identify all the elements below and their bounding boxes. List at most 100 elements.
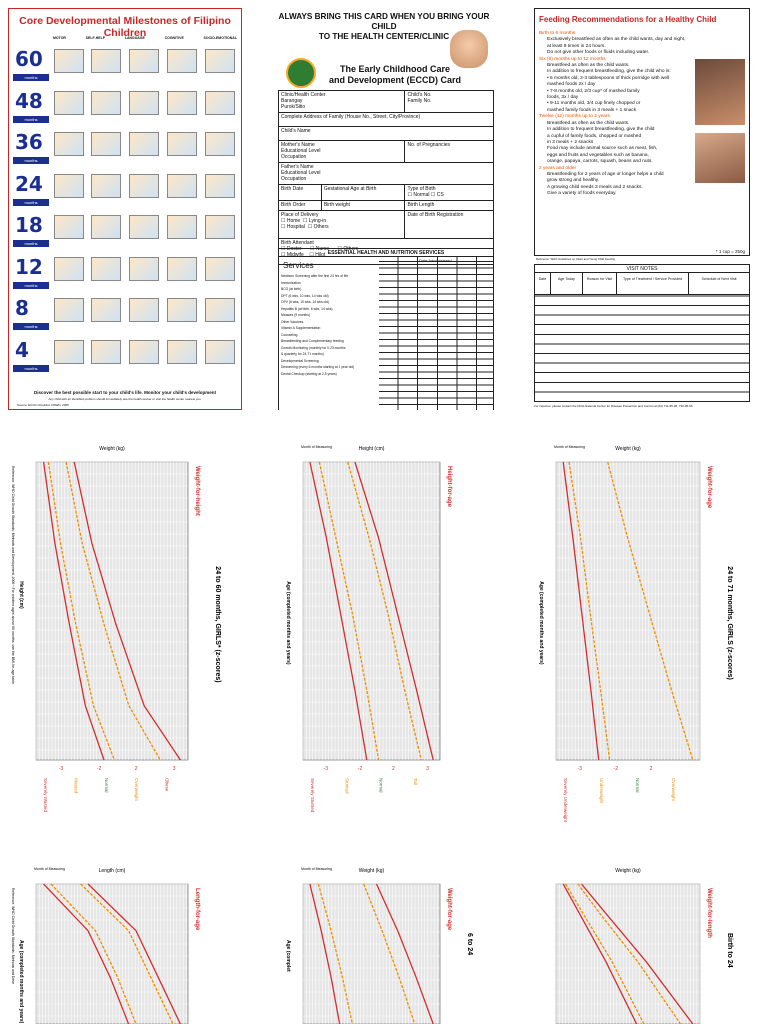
father-name-label: Father's Name	[281, 164, 314, 170]
milestone-cell	[51, 298, 86, 332]
visit-col-age: Age Today	[551, 273, 583, 294]
milestone-cell	[89, 298, 124, 332]
milestone-cell	[202, 173, 237, 208]
y-axis-label: Age (completed months and years)	[18, 940, 24, 1024]
milestone-illustration	[166, 49, 197, 73]
milestone-cells	[51, 173, 237, 208]
z-curve--3	[309, 461, 368, 761]
milestone-illustration	[53, 49, 84, 73]
zone-mark: 2	[392, 766, 395, 772]
milestone-illustration	[204, 49, 235, 73]
z-curve-2	[363, 883, 416, 1024]
age-badge: 8 months	[13, 296, 51, 332]
milestone-cell	[127, 173, 162, 208]
child-no-cell: Child's No. Family No.	[404, 90, 494, 113]
clinic-label: Clinic/Health Center	[281, 92, 326, 98]
service-row-label: Vitamin A Supplementation	[281, 326, 321, 330]
barangay-label: Barangay	[281, 98, 303, 104]
card-instruction: ALWAYS BRING THIS CARD WHEN YOU BRING YO…	[274, 12, 494, 42]
visit-col-schedule: Schedule of Next Visit	[701, 277, 737, 281]
age-unit: months	[13, 240, 49, 247]
z-curve-3	[87, 883, 181, 1024]
card-title-line1: The Early Childhood Care	[339, 64, 451, 74]
age-unit: months	[13, 157, 49, 164]
card-title: The Early Childhood Care and Development…	[316, 64, 474, 86]
milestone-cell	[127, 298, 162, 332]
feeding-line: mashed foods 2x / day	[547, 82, 596, 88]
chart-subtitle: Birth to 24	[726, 933, 733, 968]
x-axis-label: Weight (kg)	[359, 868, 385, 874]
home-checkbox[interactable]: ☐	[281, 218, 287, 224]
purok-label: Purok/Sitio	[281, 104, 306, 110]
others2-label: Others	[343, 246, 359, 252]
lying-in-checkbox[interactable]: ☐	[303, 218, 309, 224]
zone-label: Severely Wasted	[43, 778, 48, 812]
milestone-illustration	[53, 215, 84, 239]
milestone-cells	[51, 298, 237, 332]
service-row-label: Dental Checkup (starting at 2-5 years)	[281, 371, 337, 376]
hilot-checkbox[interactable]: ☐	[309, 252, 316, 258]
zone-label: Overweight	[134, 778, 139, 802]
milestone-illustration	[53, 339, 84, 364]
milestone-illustration	[166, 339, 197, 364]
birth-length-cell: Birth Length	[404, 200, 494, 211]
feeding-line: eggs and fruits and vegetables such as b…	[547, 152, 649, 158]
milestone-cells	[51, 339, 237, 374]
length-for-age-svg: Length (cm) Length-for-age Age (completed …	[11, 867, 200, 1024]
pregnancies-cell: No. of Pregnancies	[404, 140, 494, 163]
type-birth-label: Type of Birth	[407, 186, 436, 192]
zone-label: Wasted	[73, 778, 78, 794]
milestone-illustration	[53, 90, 84, 115]
place-delivery-label: Place of Delivery	[281, 212, 319, 218]
zone-mark: 3	[426, 766, 429, 772]
milestone-cell	[202, 215, 237, 249]
doctor-label: Doctor	[286, 246, 302, 252]
milestone-cell	[89, 173, 124, 208]
feeding-line: Exclusively breastfeed as often as the c…	[547, 37, 686, 43]
reg-date-cell: Date of Birth Registration	[404, 210, 494, 239]
z-curve--3	[562, 883, 638, 1024]
milestone-cell	[164, 215, 199, 249]
age-number: 12	[15, 254, 43, 279]
milestone-cell	[89, 90, 124, 125]
service-row-labels: Newborn Screening after the first 24 hrs…	[281, 273, 379, 377]
milestone-cell	[89, 256, 124, 291]
age-badge: 18 months	[13, 213, 51, 249]
weight-for-age-svg: Weight (kg) Weight-for-age 24 to 71 months…	[538, 445, 733, 823]
nurse-checkbox[interactable]: ☐	[309, 246, 316, 252]
x-axis-label: Weight (kg)	[99, 446, 125, 452]
milestone-illustration	[129, 49, 159, 73]
doctor-checkbox[interactable]: ☐	[281, 246, 287, 252]
month-label: Month of Measuring	[34, 867, 65, 871]
z-curve-2	[607, 461, 694, 761]
feeding-reference: Reference: WHO Guidelines on Infant and …	[536, 257, 615, 261]
milestone-cells	[51, 90, 237, 125]
milestone-illustration	[91, 49, 122, 73]
z-curve--2	[317, 883, 354, 1024]
visit-notes-title: VISIT NOTES	[535, 265, 749, 273]
y-axis-label: Age (complet	[285, 940, 291, 972]
others2-checkbox[interactable]: ☐	[337, 246, 344, 252]
z-curve-3	[73, 461, 181, 761]
milestone-cells	[51, 49, 237, 83]
normal-checkbox[interactable]: ☐	[407, 192, 414, 198]
milestone-illustration	[166, 215, 197, 239]
y-axis-label: Age (completed months and years)	[538, 581, 544, 665]
mother-occ-label: Occupation	[281, 154, 307, 160]
feeding-line: Do not give other foods or fluids includ…	[547, 50, 650, 56]
date-administered-label: Date Administered	[419, 258, 452, 263]
midwife-checkbox[interactable]: ☐	[281, 252, 287, 258]
zone-mark: -2	[97, 766, 102, 772]
hospital-checkbox[interactable]: ☐	[281, 224, 287, 230]
feeding-line: In addition to frequent breastfeeding, g…	[547, 69, 671, 75]
age-badge: 60 months	[13, 47, 51, 83]
cs-checkbox[interactable]: ☐	[430, 192, 437, 198]
others-checkbox[interactable]: ☐	[307, 224, 314, 230]
z-curve-2	[577, 883, 682, 1024]
zone-label: Tall	[413, 778, 418, 785]
height-for-age-svg: Height (cm) Height-for-age Age (completed …	[285, 445, 452, 813]
zone-mark: -3	[324, 766, 329, 772]
milestone-row: 8 months	[13, 296, 237, 334]
attendant-label: Birth Attendant	[281, 240, 314, 246]
chart-subtitle: 24 to 71 months, GIRLS (z-scores)	[726, 566, 733, 680]
